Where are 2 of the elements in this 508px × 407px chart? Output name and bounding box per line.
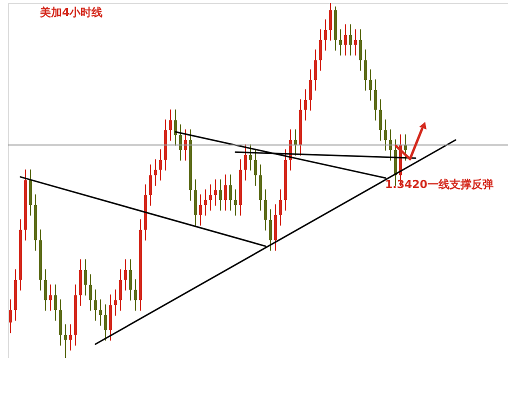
chart-title: 美加4小时线: [39, 6, 103, 19]
annotation: 1.3420一线支撑反弹: [385, 178, 494, 191]
